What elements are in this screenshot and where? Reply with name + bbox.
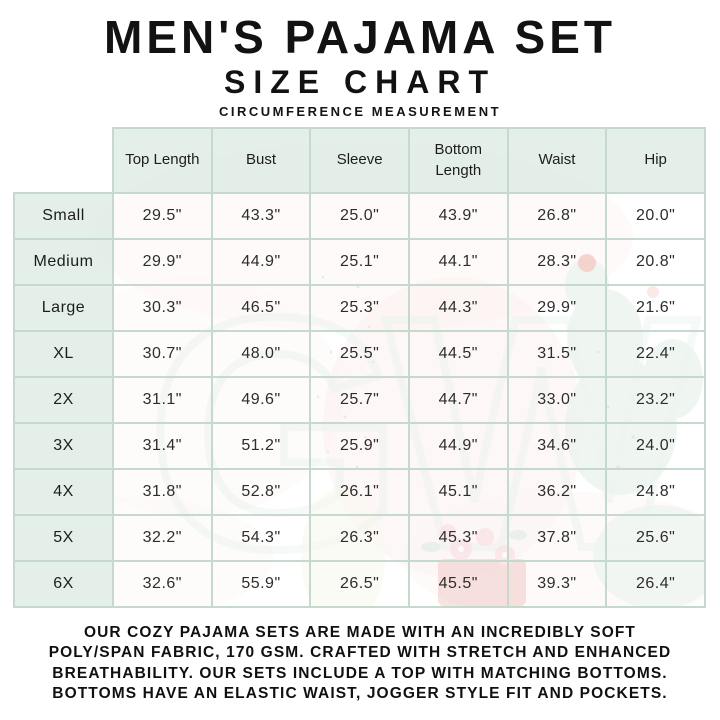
measurement-cell: 48.0" <box>210 330 312 378</box>
row-size-label: 2X <box>13 376 114 424</box>
measurement-cell: 32.2" <box>112 514 213 562</box>
table-row-medium: Medium 29.9" 44.9" 25.1" 44.1" 28.3" 20.8" <box>13 238 706 286</box>
measurement-cell: 43.3" <box>210 192 312 240</box>
measurement-cell: 22.4" <box>605 330 706 378</box>
measurement-cell: 31.4" <box>112 422 213 470</box>
table-header-row: Top Length Bust Sleeve Bottom Length Waist Hi… <box>14 127 706 194</box>
measurement-cell: 30.3" <box>112 284 213 332</box>
row-size-label: 5X <box>13 514 114 562</box>
table-corner-cell <box>14 128 113 193</box>
measurement-cell: 45.3" <box>407 514 509 562</box>
measurement-cell: 52.8" <box>210 468 312 516</box>
measurement-cell: 30.7" <box>112 330 213 378</box>
measurement-cell: 44.9" <box>407 422 509 470</box>
measurement-cell: 54.3" <box>210 514 312 562</box>
column-header-top-length: Top Length <box>112 127 213 194</box>
measurement-cell: 21.6" <box>605 284 706 332</box>
measurement-cell: 45.1" <box>407 468 509 516</box>
page-title: MEN'S PAJAMA SET <box>104 11 616 63</box>
measurement-cell: 29.9" <box>506 284 608 332</box>
measurement-cell: 24.8" <box>605 468 706 516</box>
measurement-cell: 25.7" <box>309 376 410 424</box>
description-line: BREATHABILITY. OUR SETS INCLUDE A TOP WI… <box>52 664 668 682</box>
table-row-3x: 3X 31.4" 51.2" 25.9" 44.9" 34.6" 24.0" <box>13 422 706 470</box>
measurement-cell: 25.6" <box>605 514 706 562</box>
measurement-cell: 28.3" <box>506 238 608 286</box>
measurement-cell: 31.8" <box>112 468 213 516</box>
table-row-2x: 2X 31.1" 49.6" 25.7" 44.7" 33.0" 23.2" <box>13 376 706 424</box>
measurement-cell: 23.2" <box>605 376 706 424</box>
measurement-cell: 20.8" <box>605 238 706 286</box>
measurement-cell: 25.9" <box>309 422 410 470</box>
measurement-cell: 20.0" <box>605 192 706 240</box>
row-size-label: 6X <box>13 560 114 608</box>
column-header-hip: Hip <box>605 127 706 194</box>
row-size-label: XL <box>13 330 114 378</box>
row-size-label: Small <box>13 192 114 240</box>
measurement-cell: 31.5" <box>506 330 608 378</box>
measurement-cell: 45.5" <box>407 560 509 608</box>
measurement-cell: 44.7" <box>407 376 509 424</box>
measurement-cell: 51.2" <box>210 422 312 470</box>
row-size-label: Medium <box>13 238 114 286</box>
table-row-large: Large 30.3" 46.5" 25.3" 44.3" 29.9" 21.6" <box>13 284 706 332</box>
measurement-cell: 44.5" <box>407 330 509 378</box>
measurement-cell: 49.6" <box>210 376 312 424</box>
measurement-cell: 33.0" <box>506 376 608 424</box>
table-row-6x: 6X 32.6" 55.9" 26.5" 45.5" 39.3" 26.4" <box>13 560 706 608</box>
measurement-cell: 29.5" <box>112 192 213 240</box>
measurement-cell: 34.6" <box>506 422 608 470</box>
table-row-small: Small 29.5" 43.3" 25.0" 43.9" 26.8" 20.0" <box>13 192 706 240</box>
table-row-4x: 4X 31.8" 52.8" 26.1" 45.1" 36.2" 24.8" <box>13 468 706 516</box>
description-text: OUR COZY PAJAMA SETS ARE MADE WITH AN IN… <box>0 623 720 705</box>
measurement-cell: 39.3" <box>506 560 608 608</box>
measurement-cell: 46.5" <box>210 284 312 332</box>
row-size-label: 3X <box>13 422 114 470</box>
measurement-cell: 25.3" <box>309 284 410 332</box>
measurement-cell: 25.0" <box>309 192 410 240</box>
measurement-cell: 24.0" <box>605 422 706 470</box>
measurement-cell: 29.9" <box>112 238 213 286</box>
column-header-bottom-length: Bottom Length <box>407 127 509 194</box>
measurement-cell: 37.8" <box>506 514 608 562</box>
measurement-cell: 25.1" <box>309 238 410 286</box>
column-header-sleeve: Sleeve <box>309 127 410 194</box>
measurement-cell: 26.5" <box>309 560 410 608</box>
table-row-xl: XL 30.7" 48.0" 25.5" 44.5" 31.5" 22.4" <box>13 330 706 378</box>
measurement-cell: 36.2" <box>506 468 608 516</box>
measurement-cell: 44.9" <box>210 238 312 286</box>
measurement-cell: 31.1" <box>112 376 213 424</box>
description-line: OUR COZY PAJAMA SETS ARE MADE WITH AN IN… <box>83 624 637 641</box>
row-size-label: Large <box>13 284 114 332</box>
measurement-cell: 32.6" <box>112 560 213 608</box>
row-size-label: 4X <box>13 468 114 516</box>
description-line: POLY/SPAN FABRIC, 170 GSM. CRAFTED WITH … <box>48 644 672 662</box>
measurement-cell: 55.9" <box>210 560 312 608</box>
column-header-waist: Waist <box>506 127 608 194</box>
measurement-cell: 25.5" <box>309 330 410 378</box>
size-table-zone: GW <box>13 127 706 608</box>
measurement-cell: 43.9" <box>407 192 509 240</box>
table-row-5x: 5X 32.2" 54.3" 26.3" 45.3" 37.8" 25.6" <box>13 514 706 562</box>
measurement-cell: 44.1" <box>407 238 509 286</box>
measurement-cell: 44.3" <box>407 284 509 332</box>
measurement-cell: 26.8" <box>506 192 608 240</box>
size-table: Top Length Bust Sleeve Bottom Length Waist Hi… <box>13 127 706 608</box>
measurement-note: CIRCUMFERENCE MEASUREMENT <box>218 104 502 119</box>
page-subtitle: SIZE CHART <box>224 64 496 100</box>
column-header-bust: Bust <box>210 127 312 194</box>
measurement-cell: 26.3" <box>309 514 410 562</box>
description-line: BOTTOMS HAVE AN ELASTIC WAIST, JOGGER ST… <box>52 685 668 703</box>
measurement-cell: 26.1" <box>309 468 410 516</box>
measurement-cell: 26.4" <box>605 560 706 608</box>
table-body: Small 29.5" 43.3" 25.0" 43.9" 26.8" 20.0" Mediu… <box>13 192 706 608</box>
